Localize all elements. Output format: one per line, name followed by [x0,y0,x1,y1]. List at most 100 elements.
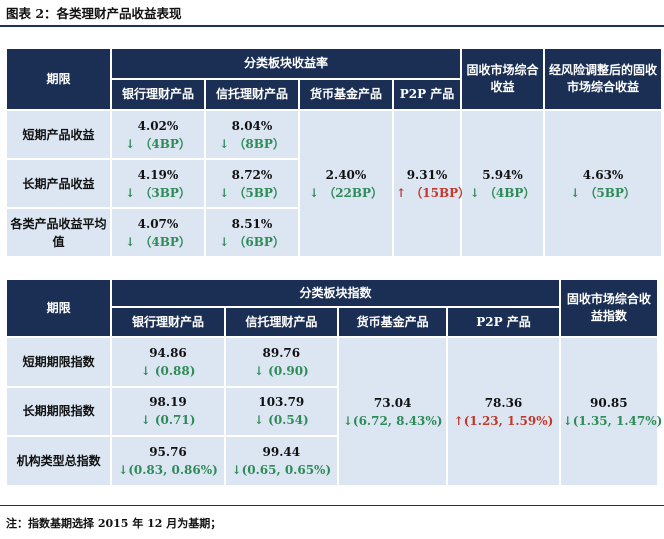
table-row: 短期产品收益 4.02% ↓ （4BP） 8.04% ↓ （8BP） 2.40%… [7,111,662,256]
change: (6.72, 8.43%) [352,413,443,428]
change: （4BP） [139,234,191,249]
change: （15BP） [410,185,471,200]
trust-cell: 8.04% ↓ （8BP） [206,111,298,158]
change: （5BP） [233,185,285,200]
table-row: 长期产品收益 4.19% ↓ （3BP） 8.72% ↓ （5BP） [7,160,661,207]
change: (0.71) [154,413,196,428]
down-arrow-icon: ↓ [253,413,264,428]
col-header-p2p: P2P 产品 [448,308,559,336]
change: （4BP） [139,136,191,151]
value: 89.76 [262,345,301,360]
row-label: 短期期限指数 [7,338,111,386]
down-arrow-icon: ↓ [231,463,242,478]
risk-adjusted-header: 经风险调整后的固收市场综合收益 [545,49,662,109]
value: 8.04% [231,118,273,133]
down-arrow-icon: ↓ [219,136,230,151]
change: （6BP） [233,234,285,249]
change: （4BP） [483,185,536,200]
value: 98.19 [149,395,187,410]
trust-cell: 99.44 ↓(0.65, 0.65%) [225,437,337,485]
down-arrow-icon: ↓ [140,363,151,378]
value: 5.94% [482,167,523,182]
value: 9.31% [406,167,448,182]
value: 4.19% [137,167,179,182]
change: (0.65, 0.65%) [241,463,332,478]
p2p-cell: 78.36 ↑(1.23, 1.59%) [448,338,559,485]
trust-cell: 89.76 ↓ (0.90) [225,338,337,386]
trust-cell: 8.72% ↓ （5BP） [206,160,298,207]
top-rule [0,25,664,27]
bank-cell: 4.19% ↓ （3BP） [112,160,204,207]
change: (0.83, 0.86%) [128,463,218,478]
group-header: 分类板块指数 [112,280,559,306]
row-label: 长期期限指数 [7,387,111,436]
index-table: 期限 分类板块指数 固收市场综合收益指数 银行理财产品 信托理财产品 货币基金产… [5,278,662,487]
table-row: 短期期限指数 94.86 ↓ (0.88) 89.76 ↓ (0.90) 73.… [7,338,662,485]
bank-cell: 94.86 ↓ (0.88) [112,338,224,386]
bank-cell: 98.19 ↓ (0.71) [112,387,224,436]
p2p-cell: 9.31% ↑ （15BP） [394,111,470,256]
down-arrow-icon: ↓ [469,185,480,200]
bottom-rule [0,505,664,506]
risk-adjusted-cell: 4.63% ↓ （5BP） [545,111,662,256]
index-header: 固收市场综合收益指数 [560,280,657,336]
value: 4.02% [137,118,179,133]
down-arrow-icon: ↓ [118,463,129,478]
value: 78.36 [484,395,523,410]
up-arrow-icon: ↑ [453,413,464,428]
down-arrow-icon: ↓ [140,413,151,428]
down-arrow-icon: ↓ [570,185,581,200]
change: (0.54) [268,413,309,428]
col-header-bank: 银行理财产品 [112,80,204,109]
col-header-money-fund: 货币基金产品 [339,308,447,336]
value: 73.04 [373,395,412,410]
row-label: 各类产品收益平均值 [7,209,110,256]
change: (0.88) [154,363,196,378]
composite-header: 固收市场综合收益 [462,49,544,109]
bank-cell: 4.02% ↓ （4BP） [112,111,204,158]
down-arrow-icon: ↓ [342,413,353,428]
figure-caption: 图表 2：各类理财产品收益表现 [6,6,182,21]
change: （3BP） [139,185,191,200]
money-fund-cell: 2.40% ↓ （22BP） [300,111,392,256]
value: 95.76 [149,445,187,460]
money-fund-cell: 73.04 ↓(6.72, 8.43%) [339,338,447,485]
col-header-money-fund: 货币基金产品 [300,80,392,109]
composite-cell: 5.94% ↓ （4BP） [462,111,544,256]
change: (1.23, 1.59%) [463,413,554,428]
trust-cell: 103.79 ↓ (0.54) [225,387,337,436]
row-label: 长期产品收益 [7,160,110,207]
trust-cell: 8.51% ↓ （6BP） [206,209,298,256]
yield-table: 期限 分类板块收益率 固收市场综合收益 经风险调整后的固收市场综合收益 银行理财… [5,47,663,258]
col-header-p2p: P2P 产品 [394,80,461,109]
down-arrow-icon: ↓ [562,413,573,428]
change: (0.90) [268,363,309,378]
value: 8.51% [231,216,273,231]
down-arrow-icon: ↓ [308,185,319,200]
up-arrow-icon: ↑ [396,185,407,200]
down-arrow-icon: ↓ [219,234,230,249]
down-arrow-icon: ↓ [219,185,230,200]
down-arrow-icon: ↓ [125,185,136,200]
period-header: 期限 [7,49,110,109]
down-arrow-icon: ↓ [253,363,264,378]
col-header-bank: 银行理财产品 [112,308,224,336]
group-header: 分类板块收益率 [112,49,461,78]
table-row: 机构类型总指数 95.76 ↓(0.83, 0.86%) 99.44 ↓(0.6… [7,437,657,485]
col-header-trust: 信托理财产品 [206,80,298,109]
table-row: 各类产品收益平均值 4.07% ↓ （4BP） 8.51% ↓ （6BP） [7,209,661,256]
change: （22BP） [323,185,384,200]
col-header-trust: 信托理财产品 [225,308,337,336]
value: 8.72% [231,167,273,182]
value: 103.79 [258,395,305,410]
value: 90.85 [590,395,628,410]
change: (1.35, 1.47%) [572,413,663,428]
value: 4.63% [582,167,624,182]
bank-cell: 4.07% ↓ （4BP） [112,209,204,256]
footnote: 注：指数基期选择 2015 年 12 月为基期； [6,517,222,530]
change: （8BP） [233,136,285,151]
value: 99.44 [262,445,301,460]
table-row: 长期期限指数 98.19 ↓ (0.71) 103.79 ↓ (0.54) [7,387,657,436]
value: 94.86 [149,345,187,360]
row-label: 短期产品收益 [7,111,110,158]
